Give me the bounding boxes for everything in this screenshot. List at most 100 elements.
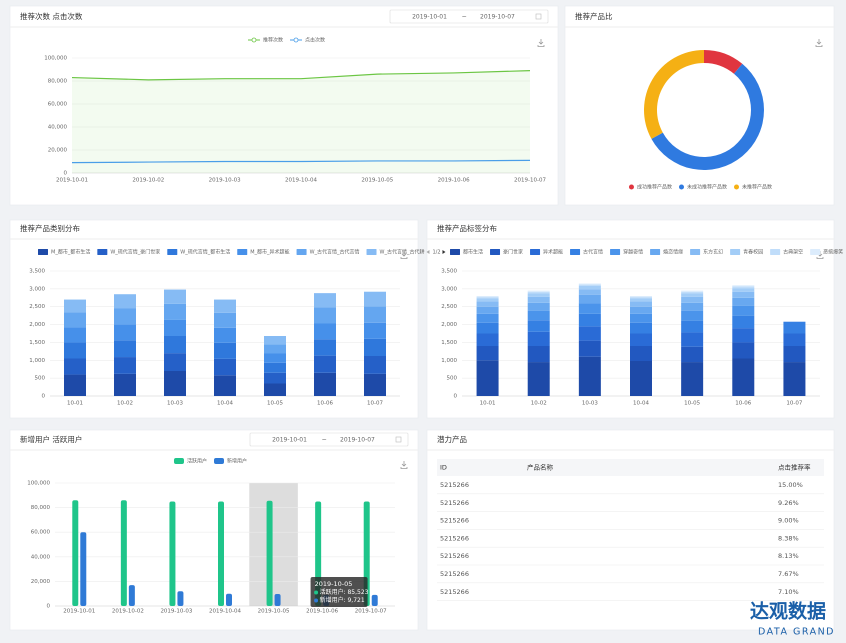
- bar-segment: [314, 293, 336, 308]
- cell-id: 5215266: [440, 499, 469, 507]
- bar-segment: [476, 333, 499, 346]
- brand-tagline: DATA GRAND: [758, 627, 835, 638]
- x-tick-label: 10-04: [633, 401, 649, 407]
- date-separator: ~: [322, 436, 327, 443]
- y-tick-label: 100,000: [27, 481, 50, 487]
- bar-segment: [164, 289, 186, 304]
- bar-segment: [364, 356, 386, 374]
- bar-segment: [114, 373, 136, 396]
- date-start: 2019-10-01: [412, 13, 447, 20]
- legend-label: W_古代言情_古代耕: [380, 249, 425, 256]
- bar-segment: [164, 303, 186, 320]
- y-tick-label: 0: [47, 604, 51, 610]
- bar-segment: [214, 358, 236, 376]
- cell-id: 5215266: [440, 481, 469, 489]
- bar-segment: [578, 283, 601, 285]
- date-picker[interactable]: [389, 9, 549, 24]
- y-tick-label: 0: [42, 394, 46, 400]
- bar-segment: [630, 306, 652, 314]
- download-icon[interactable]: [537, 39, 545, 47]
- bar-segment: [364, 306, 386, 323]
- bar: [80, 532, 87, 606]
- bar-segment: [630, 346, 652, 361]
- bar-segment: [164, 353, 186, 371]
- bar-segment: [314, 307, 336, 324]
- bar-segment: [64, 342, 86, 359]
- download-icon[interactable]: [400, 461, 408, 469]
- bar-segment: [681, 296, 704, 303]
- bar-segment: [630, 297, 652, 299]
- bar-segment: [578, 326, 601, 341]
- panel: [9, 5, 559, 206]
- legend-icon: [450, 249, 460, 255]
- legend-label: W_现代言情_都市生活: [180, 249, 230, 256]
- bar: [120, 500, 127, 606]
- download-icon[interactable]: [400, 251, 408, 259]
- legend: 成功推荐产品数 未成功推荐产品数 未推荐产品数: [628, 184, 772, 191]
- legend-label: 恶搞爆笑: [823, 249, 843, 256]
- panel-title: 新增用户 活跃用户: [20, 434, 82, 444]
- bar-segment: [732, 315, 755, 329]
- bar-segment: [527, 302, 550, 311]
- column-header: ID: [440, 464, 447, 472]
- bar-segment: [114, 308, 136, 325]
- bar-segment: [578, 294, 601, 304]
- legend-label: 穿越奇情: [623, 249, 643, 256]
- legend-label: 青春校园: [743, 249, 763, 256]
- x-tick-label: 10-01: [67, 401, 83, 407]
- y-tick-label: 20,000: [48, 148, 68, 154]
- y-tick-label: 3,500: [441, 269, 457, 275]
- x-tick-label: 2019-10-01: [56, 178, 88, 184]
- legend: 都市生活 豪门世家 异术超能 古代言情 穿越奇情 婚恋情缘 东方玄幻 青春校园 古典架空 恶搞爆笑: [450, 249, 843, 256]
- hover-highlight: [249, 483, 298, 606]
- cell-rate: 8.13%: [778, 552, 799, 560]
- bar-segment: [578, 340, 601, 357]
- y-tick-label: 20,000: [31, 579, 51, 585]
- bar-segment: [681, 290, 704, 292]
- x-tick-label: 2019-10-02: [112, 609, 144, 615]
- x-tick-label: 2019-10-06: [306, 609, 338, 615]
- bar-segment: [527, 293, 550, 297]
- y-tick-label: 40,000: [31, 554, 51, 560]
- tooltip-line: 新增用户: 9,721: [320, 596, 365, 604]
- bar: [218, 501, 224, 606]
- bar-segment: [527, 320, 550, 332]
- y-tick-label: 60,000: [31, 530, 51, 536]
- download-icon[interactable]: [815, 39, 823, 47]
- bar-segment: [527, 290, 550, 292]
- line: [71, 159, 531, 164]
- bar-segment: [264, 353, 286, 363]
- bar-segment: [630, 298, 652, 302]
- bar-segment: [214, 342, 236, 359]
- x-tick-label: 10-02: [531, 401, 547, 407]
- cell-id: 5215266: [440, 588, 469, 596]
- legend-label: 古典架空: [783, 249, 803, 256]
- line: [71, 70, 531, 81]
- legend-label: 未成功推荐产品数: [687, 184, 727, 191]
- x-tick-label: 2019-10-04: [285, 178, 317, 184]
- legend-label: 东方玄幻: [703, 249, 723, 256]
- bar-segment: [264, 336, 286, 345]
- panel-title: 潜力产品: [437, 434, 467, 444]
- x-tick-label: 10-03: [167, 401, 183, 407]
- legend-icon: [237, 249, 248, 255]
- date-end: 2019-10-07: [340, 436, 375, 443]
- y-tick-label: 2,000: [29, 322, 45, 328]
- bar-segment: [64, 327, 86, 343]
- legend-label: 新增用户: [227, 458, 247, 465]
- bar-segment: [314, 323, 336, 340]
- bar-segment: [476, 306, 499, 314]
- y-tick-label: 2,500: [29, 304, 45, 310]
- legend-icon: [167, 249, 178, 255]
- x-tick-label: 2019-10-03: [209, 178, 241, 184]
- y-tick-label: 1,500: [29, 340, 45, 346]
- date-picker[interactable]: [249, 432, 409, 447]
- bar-segment: [364, 322, 386, 339]
- tooltip: [310, 577, 368, 607]
- bar-segment: [476, 346, 499, 361]
- legend-icon: [173, 458, 184, 464]
- bar-segment: [732, 328, 755, 343]
- legend-icon: [293, 37, 299, 43]
- x-tick-label: 10-03: [582, 401, 598, 407]
